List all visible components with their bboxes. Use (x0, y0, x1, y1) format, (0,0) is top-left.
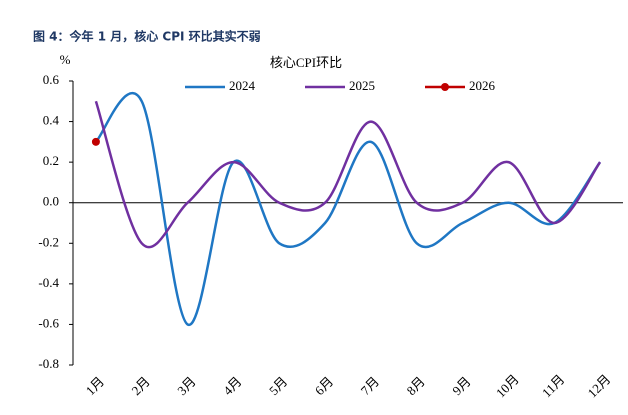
legend-label: 2025 (349, 78, 375, 93)
x-tick-label: 4月 (220, 374, 244, 398)
line (94, 91, 602, 326)
y-tick-label: -0.4 (38, 275, 59, 290)
x-tick-label: 12月 (585, 371, 614, 400)
x-tick-label: 2月 (128, 374, 152, 398)
line (94, 100, 602, 249)
x-tick-label: 9月 (449, 374, 473, 398)
y-tick-label: 0.2 (43, 153, 59, 168)
legend-label: 2026 (469, 78, 496, 93)
y-tick-label: -0.8 (38, 356, 59, 371)
x-tick-label: 6月 (312, 374, 336, 398)
y-tick-label: -0.2 (38, 234, 59, 249)
x-tick-label: 8月 (403, 374, 427, 398)
y-tick-label: -0.6 (38, 315, 59, 330)
x-tick-label: 5月 (266, 374, 290, 398)
legend-label: 2024 (229, 78, 256, 93)
y-tick-label: 0.6 (43, 72, 60, 87)
y-axis-label: % (60, 52, 71, 67)
x-tick-label: 10月 (493, 371, 522, 400)
x-tick-label: 11月 (539, 372, 568, 401)
chart-title: 图 4：今年 1 月，核心 CPI 环比其实不弱 (33, 29, 261, 44)
legend-title: 核心CPI环比 (270, 55, 342, 70)
x-tick-label: 3月 (174, 374, 198, 398)
y-tick-label: 0.4 (43, 113, 60, 128)
y-tick-label: 0.0 (43, 194, 59, 209)
legend-marker (441, 83, 449, 91)
x-tick-label: 1月 (83, 374, 107, 398)
x-tick-label: 7月 (358, 374, 382, 398)
point (91, 137, 100, 146)
